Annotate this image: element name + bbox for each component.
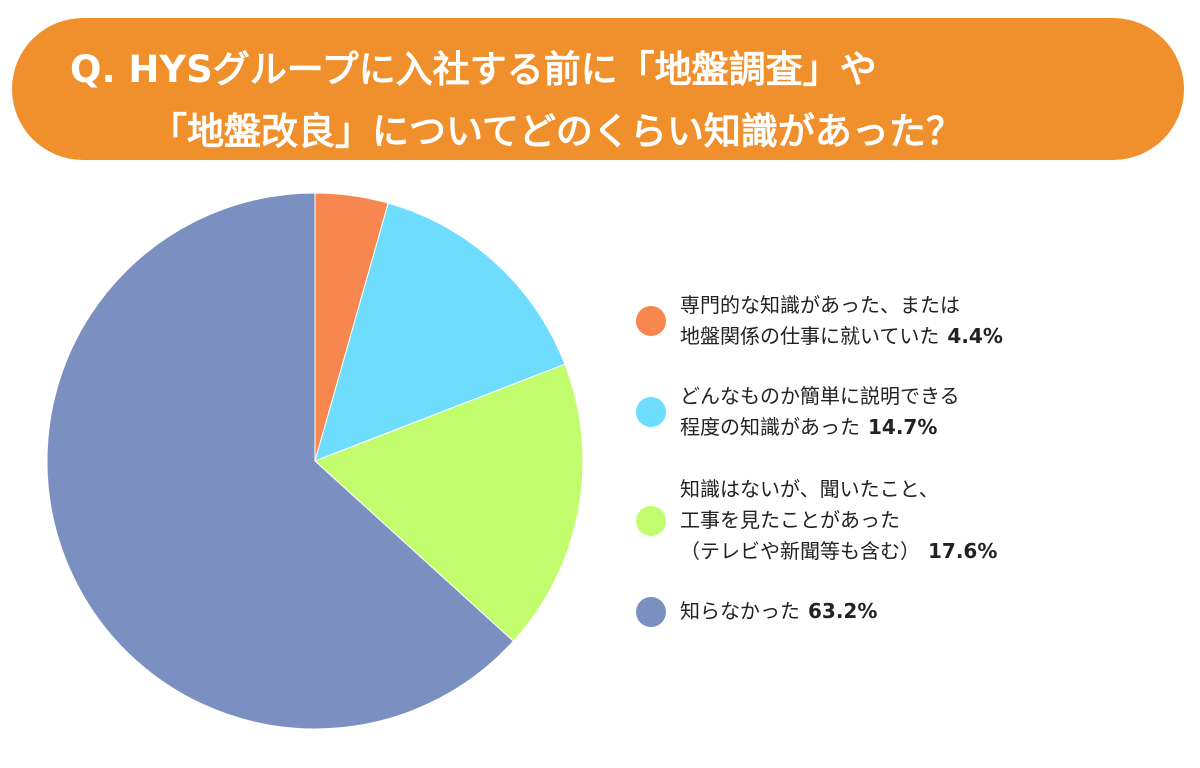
legend-label-line: どんなものか簡単に説明できる — [680, 381, 960, 412]
legend-label-1: 専門的な知識があった、または 地盤関係の仕事に就いていた 4.4% — [680, 290, 1003, 352]
legend-item-4: 知らなかった 63.2% — [636, 596, 877, 627]
legend-label-line: 工事を見たことがあった — [680, 505, 997, 536]
legend-label-text: （テレビや新聞等も含む） — [680, 539, 920, 563]
legend-label-line: 知識はないが、聞いたこと、 — [680, 474, 997, 505]
title-line-1: Q. HYSグループに入社する前に「地盤調査」や — [70, 48, 877, 91]
legend-label-3: 知識はないが、聞いたこと、 工事を見たことがあった （テレビや新聞等も含む） 17.6… — [680, 474, 997, 567]
legend-label-line: 程度の知識があった 14.7% — [680, 412, 960, 443]
title-banner: Q. HYSグループに入社する前に「地盤調査」や 「地盤改良」についてどのくらい… — [12, 18, 1184, 160]
legend-label-text: 地盤関係の仕事に就いていた — [680, 324, 940, 348]
legend-value-label: 17.6% — [928, 539, 998, 563]
legend-item-1: 専門的な知識があった、または 地盤関係の仕事に就いていた 4.4% — [636, 290, 1003, 352]
legend-item-2: どんなものか簡単に説明できる 程度の知識があった 14.7% — [636, 381, 960, 443]
legend-swatch-4 — [636, 596, 666, 627]
legend-label-text: 程度の知識があった — [680, 415, 860, 439]
pie-slice-2 — [314, 202, 566, 462]
legend-label-text: どんなものか簡単に説明できる — [680, 384, 960, 408]
pie-slice-4 — [46, 192, 515, 730]
legend-label-text: 工事を見たことがあった — [680, 508, 900, 532]
legend-value-label: 63.2% — [808, 599, 878, 623]
legend-label-line: 知らなかった 63.2% — [680, 596, 877, 627]
legend-label-4: 知らなかった 63.2% — [680, 596, 877, 627]
legend-label-2: どんなものか簡単に説明できる 程度の知識があった 14.7% — [680, 381, 960, 443]
legend-label-line: 専門的な知識があった、または — [680, 290, 1003, 321]
legend-label-line: 地盤関係の仕事に就いていた 4.4% — [680, 321, 1003, 352]
legend-value-label: 4.4% — [947, 324, 1003, 348]
legend-item-3: 知識はないが、聞いたこと、 工事を見たことがあった （テレビや新聞等も含む） 17.6… — [636, 474, 997, 567]
legend-swatch-1 — [636, 306, 666, 336]
legend-value-label: 14.7% — [868, 415, 938, 439]
pie-slice-3 — [314, 363, 584, 642]
legend-label-text: 専門的な知識があった、または — [680, 293, 960, 317]
legend-label-text: 知らなかった — [680, 599, 800, 623]
legend-label-line: （テレビや新聞等も含む） 17.6% — [680, 536, 997, 567]
legend-swatch-2 — [636, 397, 666, 427]
legend-label-text: 知識はないが、聞いたこと、 — [680, 477, 939, 501]
title-line-2: 「地盤改良」についてどのくらい知識があった？ — [150, 110, 963, 153]
legend-swatch-3 — [636, 505, 666, 536]
